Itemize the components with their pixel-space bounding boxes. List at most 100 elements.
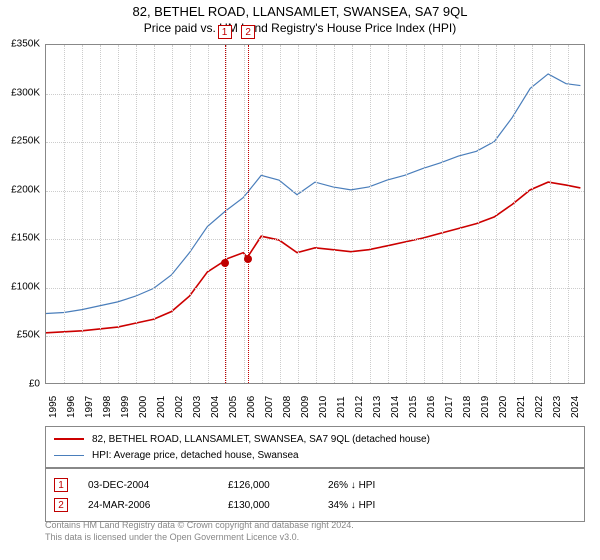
gridline-v — [478, 45, 479, 383]
legend-swatch — [54, 455, 84, 456]
x-tick-label: 2006 — [246, 396, 257, 418]
gridline-v — [334, 45, 335, 383]
x-tick-label: 2008 — [282, 396, 293, 418]
x-tick-label: 2007 — [264, 396, 275, 418]
gridline-h — [46, 142, 584, 143]
x-tick-label: 2004 — [210, 396, 221, 418]
y-tick-label: £150K — [11, 233, 40, 244]
x-tick-label: 1995 — [48, 396, 59, 418]
x-tick-label: 2024 — [570, 396, 581, 418]
gridline-v — [64, 45, 65, 383]
x-axis-labels: 1995199619971998199920002001200220032004… — [45, 388, 585, 422]
x-tick-label: 2016 — [426, 396, 437, 418]
x-tick-label: 1997 — [84, 396, 95, 418]
chart-subtitle: Price paid vs. HM Land Registry's House … — [0, 21, 600, 35]
x-tick-label: 2021 — [516, 396, 527, 418]
x-tick-label: 2017 — [444, 396, 455, 418]
sale-dot — [244, 255, 252, 263]
sale-marker-badge: 1 — [218, 25, 232, 39]
legend-row: 82, BETHEL ROAD, LLANSAMLET, SWANSEA, SA… — [54, 431, 576, 447]
sale-marker-line — [225, 45, 226, 383]
x-tick-label: 2009 — [300, 396, 311, 418]
gridline-v — [82, 45, 83, 383]
gridline-v — [172, 45, 173, 383]
y-tick-label: £300K — [11, 87, 40, 98]
y-tick-label: £350K — [11, 39, 40, 50]
x-tick-label: 2022 — [534, 396, 545, 418]
sales-date: 24-MAR-2006 — [88, 500, 228, 511]
gridline-v — [388, 45, 389, 383]
gridline-v — [352, 45, 353, 383]
gridline-h — [46, 288, 584, 289]
gridline-v — [514, 45, 515, 383]
gridline-v — [460, 45, 461, 383]
chart-title: 82, BETHEL ROAD, LLANSAMLET, SWANSEA, SA… — [0, 4, 600, 19]
x-tick-label: 2023 — [552, 396, 563, 418]
footer-attribution: Contains HM Land Registry data © Crown c… — [45, 520, 585, 543]
sales-row: 103-DEC-2004£126,00026% ↓ HPI — [54, 475, 576, 495]
x-tick-label: 2012 — [354, 396, 365, 418]
gridline-h — [46, 191, 584, 192]
x-tick-label: 2010 — [318, 396, 329, 418]
gridline-v — [154, 45, 155, 383]
gridline-v — [118, 45, 119, 383]
gridline-h — [46, 94, 584, 95]
series-line-hpi — [46, 74, 580, 314]
gridline-v — [568, 45, 569, 383]
x-tick-label: 2018 — [462, 396, 473, 418]
gridline-v — [532, 45, 533, 383]
x-tick-label: 2015 — [408, 396, 419, 418]
sales-date: 03-DEC-2004 — [88, 480, 228, 491]
footer-line-2: This data is licensed under the Open Gov… — [45, 532, 585, 544]
legend-swatch — [54, 438, 84, 440]
gridline-v — [424, 45, 425, 383]
sales-diff: 26% ↓ HPI — [328, 480, 428, 491]
gridline-v — [550, 45, 551, 383]
gridline-h — [46, 239, 584, 240]
chart-svg — [46, 45, 584, 383]
gridline-v — [136, 45, 137, 383]
y-tick-label: £100K — [11, 281, 40, 292]
legend-label: 82, BETHEL ROAD, LLANSAMLET, SWANSEA, SA… — [92, 434, 430, 445]
x-tick-label: 2019 — [480, 396, 491, 418]
y-tick-label: £200K — [11, 184, 40, 195]
sales-row: 2 24-MAR-2006£130,00034% ↓ HPI — [54, 495, 576, 515]
gridline-v — [496, 45, 497, 383]
x-tick-label: 2020 — [498, 396, 509, 418]
gridline-v — [316, 45, 317, 383]
footer-line-1: Contains HM Land Registry data © Crown c… — [45, 520, 585, 532]
sales-badge: 1 — [54, 478, 68, 492]
gridline-v — [262, 45, 263, 383]
gridline-v — [208, 45, 209, 383]
sales-table: 103-DEC-2004£126,00026% ↓ HPI224-MAR-200… — [45, 468, 585, 522]
title-block: 82, BETHEL ROAD, LLANSAMLET, SWANSEA, SA… — [0, 0, 600, 35]
chart-plot-area: 12 — [45, 44, 585, 384]
sale-marker-line — [248, 45, 249, 383]
gridline-v — [370, 45, 371, 383]
sales-badge: 2 — [54, 498, 68, 512]
x-tick-label: 2001 — [156, 396, 167, 418]
y-axis-labels: £0£50K£100K£150K£200K£250K£300K£350K — [0, 44, 42, 384]
y-tick-label: £0 — [29, 379, 40, 390]
chart-container: 82, BETHEL ROAD, LLANSAMLET, SWANSEA, SA… — [0, 0, 600, 560]
x-tick-label: 2014 — [390, 396, 401, 418]
x-tick-label: 2013 — [372, 396, 383, 418]
legend-label: HPI: Average price, detached house, Swan… — [92, 450, 299, 461]
gridline-v — [100, 45, 101, 383]
x-tick-label: 1998 — [102, 396, 113, 418]
sales-price: £130,000 — [228, 500, 328, 511]
y-tick-label: £250K — [11, 136, 40, 147]
series-line-property — [46, 182, 580, 333]
gridline-v — [442, 45, 443, 383]
y-tick-label: £50K — [17, 330, 40, 341]
x-tick-label: 2011 — [336, 396, 347, 418]
sale-dot — [221, 259, 229, 267]
gridline-v — [406, 45, 407, 383]
gridline-v — [280, 45, 281, 383]
sale-marker-badge: 2 — [241, 25, 255, 39]
legend-box: 82, BETHEL ROAD, LLANSAMLET, SWANSEA, SA… — [45, 426, 585, 468]
sales-diff: 34% ↓ HPI — [328, 500, 428, 511]
x-tick-label: 2003 — [192, 396, 203, 418]
gridline-v — [298, 45, 299, 383]
x-tick-label: 2000 — [138, 396, 149, 418]
